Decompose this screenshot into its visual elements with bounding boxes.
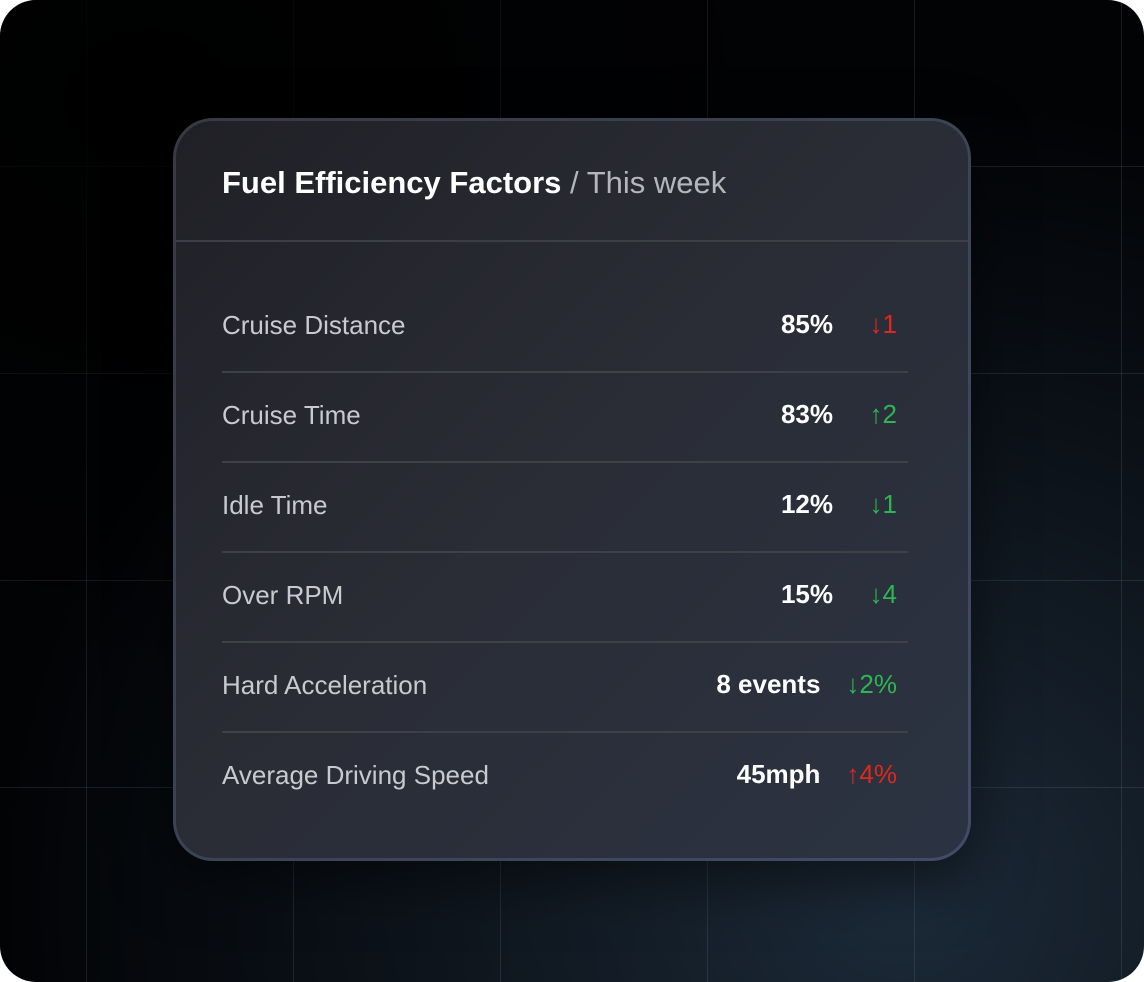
- factor-delta: ↓2%: [846, 669, 897, 699]
- title-separator: /: [570, 165, 579, 200]
- factor-value: 45mph: [736, 759, 821, 789]
- factor-row-idle-time: Idle Time 12% ↓1: [222, 463, 908, 553]
- factor-delta: ↑4%: [846, 759, 897, 789]
- factor-row-cruise-time: Cruise Time 83% ↑2: [222, 373, 908, 463]
- factor-delta: ↓1: [869, 309, 897, 339]
- factor-value: 83%: [780, 399, 833, 429]
- card-header: Fuel Efficiency Factors / This week: [176, 121, 968, 242]
- factor-delta: ↓1: [869, 489, 897, 519]
- factor-label: Average Driving Speed: [222, 760, 489, 790]
- factor-label: Cruise Time: [222, 400, 361, 430]
- factor-value: 8 events: [716, 669, 821, 699]
- title-period: This week: [586, 165, 727, 200]
- factor-row-hard-acceleration: Hard Acceleration 8 events ↓2%: [222, 643, 908, 733]
- factor-label: Cruise Distance: [222, 310, 406, 340]
- factor-label: Over RPM: [222, 580, 344, 610]
- factor-label: Hard Acceleration: [222, 670, 428, 700]
- factor-label: Idle Time: [222, 490, 328, 520]
- factor-row-over-rpm: Over RPM 15% ↓4: [222, 553, 908, 643]
- factor-list: Cruise Distance 85% ↓1 Cruise Time 83% ↑…: [222, 283, 908, 821]
- fuel-efficiency-card: Fuel Efficiency Factors / This week Crui…: [173, 118, 971, 861]
- factor-row-average-driving-speed: Average Driving Speed 45mph ↑4%: [222, 733, 908, 821]
- factor-delta: ↓4: [869, 579, 897, 609]
- factor-row-cruise-distance: Cruise Distance 85% ↓1: [222, 283, 908, 373]
- card-title: Fuel Efficiency Factors / This week: [222, 165, 726, 201]
- factor-value: 15%: [780, 579, 833, 609]
- factor-delta: ↑2: [869, 399, 897, 429]
- factor-value: 85%: [780, 309, 833, 339]
- title-main: Fuel Efficiency Factors: [222, 165, 562, 200]
- factor-value: 12%: [780, 489, 833, 519]
